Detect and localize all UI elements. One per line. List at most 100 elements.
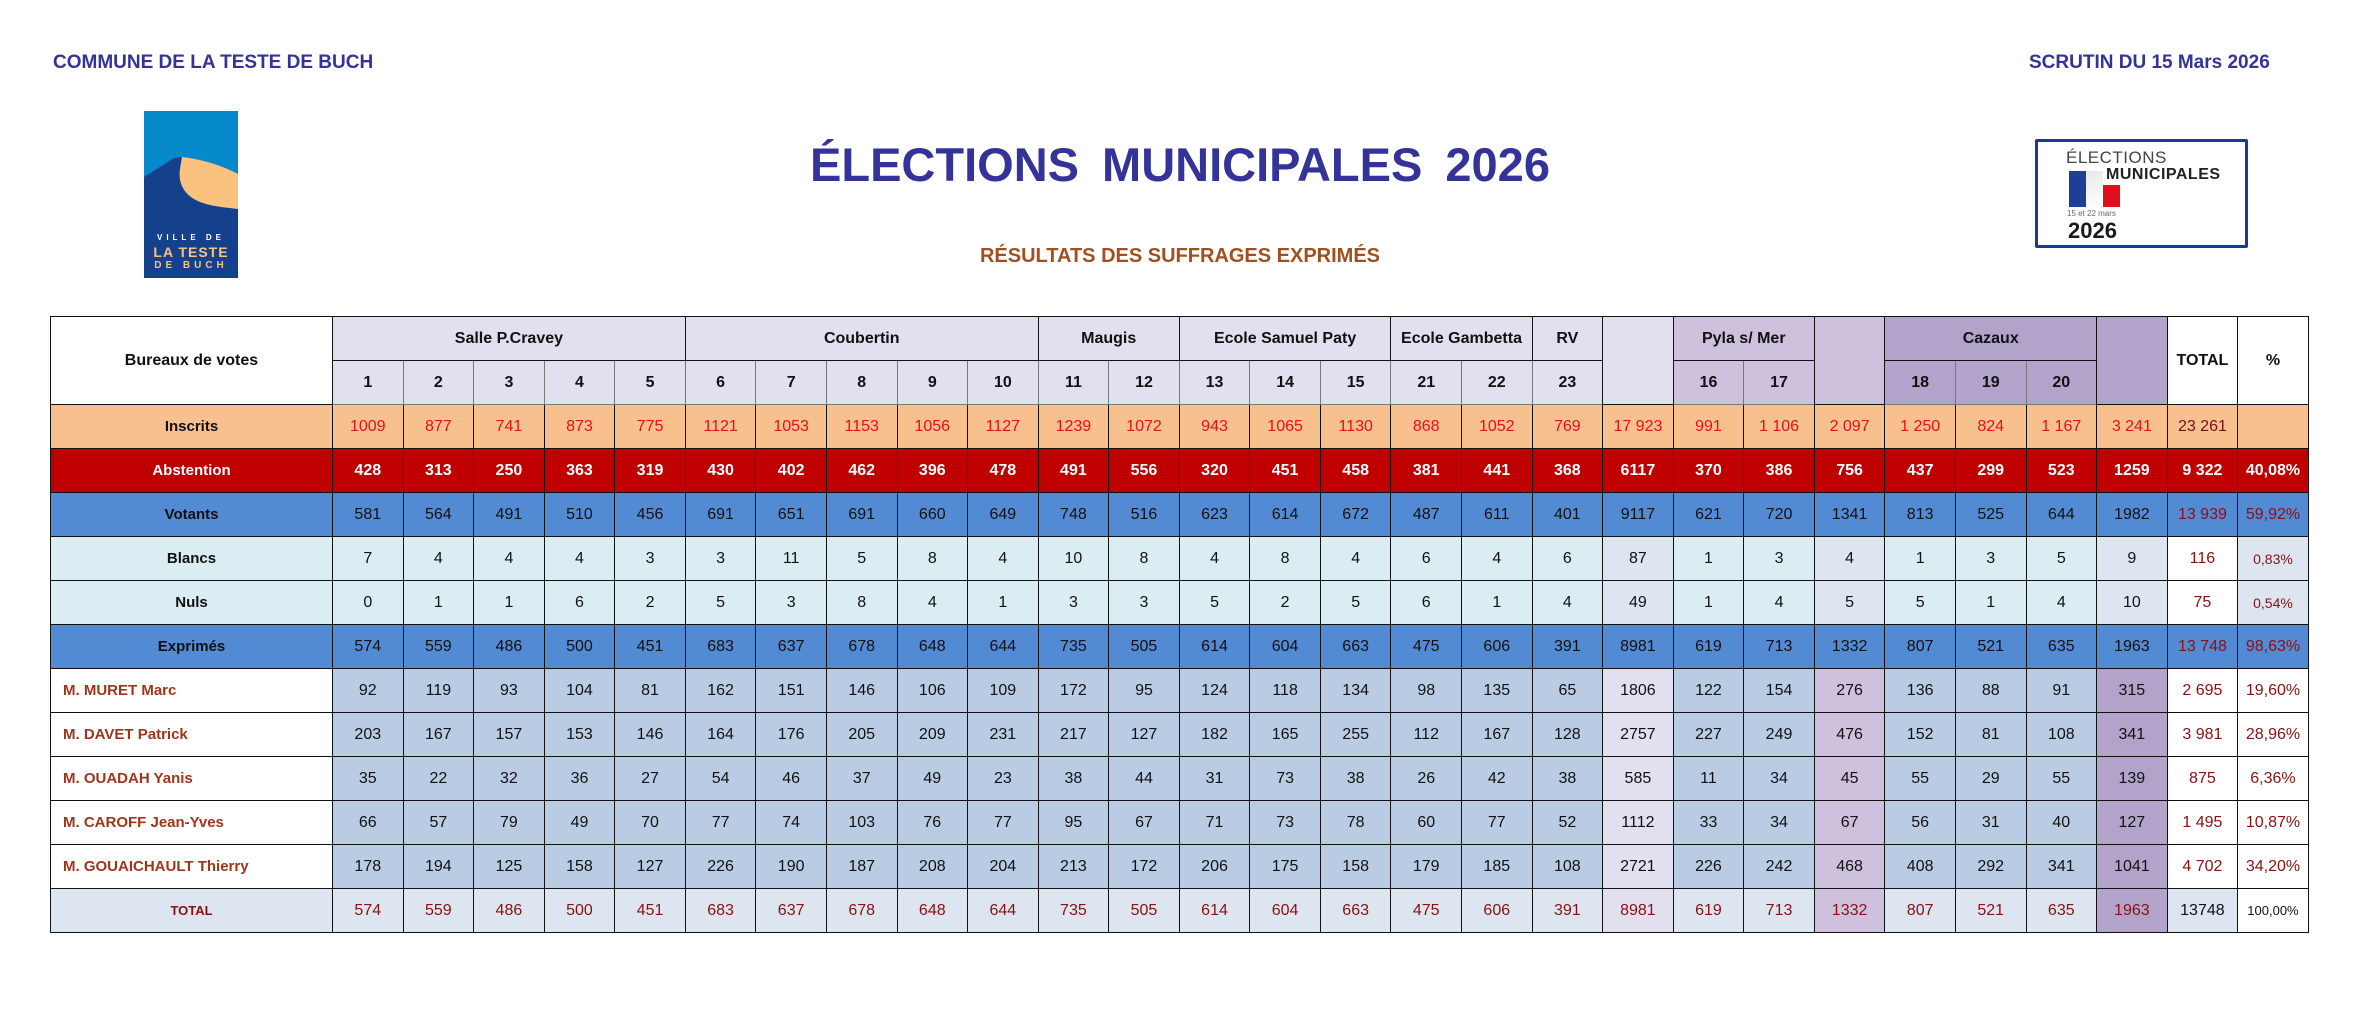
value-cell: 574 (332, 888, 404, 933)
subtotal-cell: 2757 (1602, 712, 1674, 757)
value-cell: 430 (684, 448, 757, 493)
value-cell: 104 (543, 668, 616, 713)
value-cell: 95 (1108, 668, 1180, 713)
value-cell: 1 (473, 580, 545, 625)
value-cell: 5 (825, 536, 898, 581)
row-candidate: M. MURET Marc 92 119 93 104 81 162 151 146 106 109… (50, 668, 2309, 713)
value-cell: 619 (1672, 888, 1745, 933)
value-cell: 162 (684, 668, 757, 713)
value-cell: 691 (684, 492, 757, 537)
percent-cell: 100,00% (2237, 888, 2309, 933)
value-cell: 637 (755, 624, 827, 669)
row-label: Votants (50, 492, 333, 537)
subtotal-cell: 468 (1813, 844, 1886, 889)
value-cell: 475 (1390, 624, 1462, 669)
bureau-number: 8 (825, 360, 898, 405)
value-cell: 3 (1037, 580, 1110, 625)
value-cell: 574 (332, 624, 404, 669)
value-cell: 564 (402, 492, 475, 537)
value-cell: 663 (1319, 624, 1392, 669)
value-cell: 54 (684, 756, 757, 801)
value-cell: 127 (1108, 712, 1180, 757)
value-cell: 226 (684, 844, 757, 889)
value-cell: 8 (825, 580, 898, 625)
value-cell: 134 (1319, 668, 1392, 713)
subtotal-cell: 4 (1813, 536, 1886, 581)
value-cell: 1239 (1037, 404, 1110, 449)
value-cell: 475 (1390, 888, 1462, 933)
value-cell: 775 (614, 404, 686, 449)
value-cell: 108 (1531, 844, 1604, 889)
value-cell: 451 (1249, 448, 1321, 493)
value-cell: 644 (2025, 492, 2098, 537)
value-cell: 152 (1884, 712, 1956, 757)
row-label: M. DAVET Patrick (50, 712, 333, 757)
total-cell: 4 702 (2166, 844, 2239, 889)
value-cell: 4 (402, 536, 475, 581)
value-cell: 8 (1249, 536, 1321, 581)
value-cell: 807 (1884, 888, 1956, 933)
value-cell: 71 (1178, 800, 1251, 845)
total-cell: 75 (2166, 580, 2239, 625)
corner-label: Bureaux de votes (50, 316, 333, 405)
group-header: Salle P.Cravey (332, 316, 686, 361)
bureau-number: 19 (1954, 360, 2027, 405)
value-cell: 46 (755, 756, 827, 801)
value-cell: 0 (332, 580, 404, 625)
value-cell: 29 (1954, 756, 2027, 801)
value-cell: 614 (1249, 492, 1321, 537)
page-subtitle: RÉSULTATS DES SUFFRAGES EXPRIMÉS (979, 245, 1381, 267)
bureau-number: 11 (1037, 360, 1110, 405)
subtotal-cell: 9117 (1602, 492, 1674, 537)
value-cell: 1 106 (1743, 404, 1815, 449)
value-cell: 604 (1249, 888, 1321, 933)
row-total: TOTAL 574 559 486 500 451 683 637 678 648 644 735 50… (50, 888, 2309, 933)
value-cell: 363 (543, 448, 616, 493)
elections-logo-dates: 15 et 22 mars (2067, 209, 2116, 218)
flag-icon-blue (2069, 171, 2086, 207)
bureau-number: 4 (543, 360, 616, 405)
row-exprimes: Exprimés 574 559 486 500 451 683 637 678 648 644 73… (50, 624, 2309, 669)
value-cell: 486 (473, 624, 545, 669)
value-cell: 621 (1672, 492, 1745, 537)
row-label: M. GOUAICHAULT Thierry (50, 844, 333, 889)
value-cell: 33 (1672, 800, 1745, 845)
subtotal-cell: 1332 (1813, 888, 1886, 933)
value-cell: 158 (543, 844, 616, 889)
value-cell: 67 (1108, 800, 1180, 845)
total-cell: 1 495 (2166, 800, 2239, 845)
group-header: Coubertin (684, 316, 1039, 361)
value-cell: 4 (2025, 580, 2098, 625)
bureau-number: 15 (1319, 360, 1392, 405)
percent-cell: 10,87% (2237, 800, 2309, 845)
row-label: Abstention (50, 448, 333, 493)
value-cell: 32 (473, 756, 545, 801)
row-label: M. OUADAH Yanis (50, 756, 333, 801)
value-cell: 713 (1743, 624, 1815, 669)
value-cell: 505 (1108, 624, 1180, 669)
subtotal-cell: 476 (1813, 712, 1886, 757)
value-cell: 292 (1954, 844, 2027, 889)
subtotal-cell: 87 (1602, 536, 1674, 581)
value-cell: 226 (1672, 844, 1745, 889)
bureau-number: 14 (1249, 360, 1321, 405)
value-cell: 5 (1884, 580, 1956, 625)
value-cell: 559 (402, 624, 475, 669)
value-cell: 644 (967, 888, 1039, 933)
value-cell: 250 (473, 448, 545, 493)
row-candidate: M. CAROFF Jean-Yves 66 57 79 49 70 77 74 103 76 77… (50, 800, 2309, 845)
value-cell: 370 (1672, 448, 1745, 493)
value-cell: 49 (896, 756, 969, 801)
value-cell: 255 (1319, 712, 1392, 757)
total-cell: 9 322 (2166, 448, 2239, 493)
value-cell: 611 (1461, 492, 1533, 537)
flag-icon-white (2086, 171, 2103, 207)
value-cell: 648 (896, 888, 969, 933)
percent-cell: 28,96% (2237, 712, 2309, 757)
value-cell: 368 (1531, 448, 1604, 493)
bureau-number: 1 (332, 360, 404, 405)
percent-cell: 0,54% (2237, 580, 2309, 625)
value-cell: 1072 (1108, 404, 1180, 449)
page-title: ÉLECTIONS MUNICIPALES 2026 (810, 138, 1550, 191)
value-cell: 3 (755, 580, 827, 625)
